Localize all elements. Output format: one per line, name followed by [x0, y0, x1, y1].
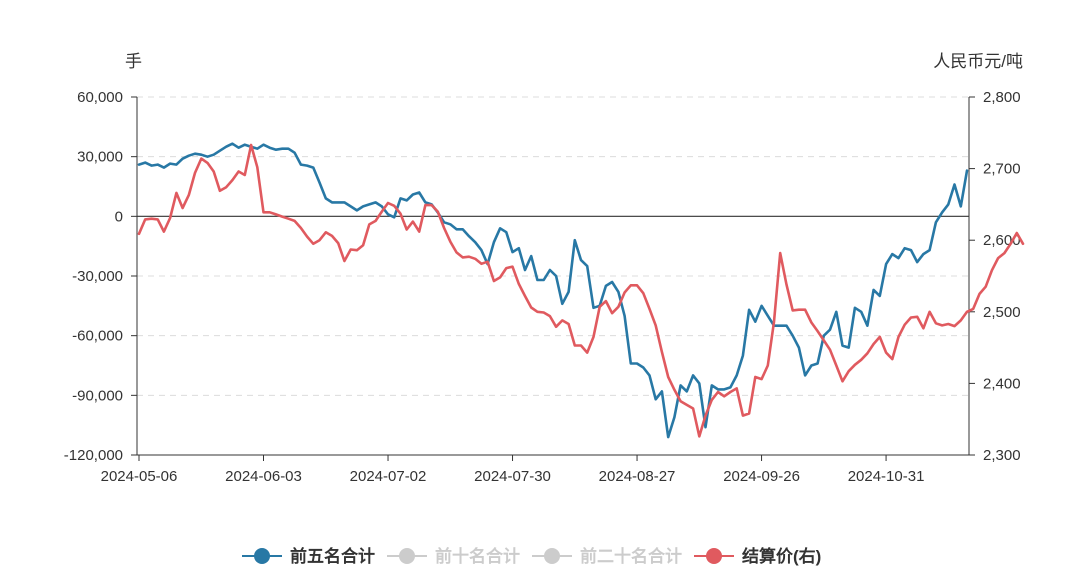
x-tick-label: 2024-08-27 [599, 468, 676, 485]
right-axis-unit: 人民币元/吨 [933, 52, 1023, 71]
legend-label: 前五名合计 [290, 546, 375, 566]
legend-label: 前十名合计 [435, 546, 520, 566]
legend-marker-icon [399, 548, 415, 564]
left-tick-label: -90,000 [72, 387, 123, 404]
grid [137, 96, 969, 456]
right-tick-label: 2,400 [983, 375, 1021, 392]
legend-marker-icon [706, 548, 722, 564]
legend-marker-icon [544, 548, 560, 564]
axes [131, 96, 975, 461]
right-tick-label: 2,800 [983, 89, 1021, 106]
series-line-settlement [137, 143, 1025, 438]
left-tick-label: -30,000 [72, 268, 123, 285]
legend-item[interactable]: 前二十名合计 [532, 546, 682, 566]
right-tick-label: 2,700 [983, 161, 1021, 178]
series-line-top5 [137, 142, 969, 439]
left-tick-label: 60,000 [77, 89, 123, 106]
left-tick-label: 0 [115, 208, 123, 225]
x-axis-labels: 2024-05-06 2024-06-03 2024-07-02 2024-07-30… [101, 468, 925, 485]
legend-label: 前二十名合计 [580, 546, 682, 566]
legend-item[interactable]: 前五名合计 [242, 546, 375, 566]
legend-label: 结算价(右) [742, 546, 821, 566]
x-tick-label: 2024-09-26 [723, 468, 800, 485]
legend-marker-icon [254, 548, 270, 564]
x-tick-label: 2024-07-02 [350, 468, 427, 485]
left-tick-label: 30,000 [77, 149, 123, 166]
x-tick-label: 2024-05-06 [101, 468, 178, 485]
right-tick-label: 2,300 [983, 447, 1021, 464]
x-tick-label: 2024-10-31 [848, 468, 925, 485]
legend-item[interactable]: 前十名合计 [387, 546, 520, 566]
left-tick-label: -60,000 [72, 328, 123, 345]
x-tick-label: 2024-06-03 [225, 468, 302, 485]
legend-item[interactable]: 结算价(右) [694, 546, 821, 566]
left-axis-unit: 手 [125, 52, 142, 71]
x-tick-label: 2024-07-30 [474, 468, 551, 485]
left-axis-labels: 60,000 30,000 0 -30,000 -60,000 -90,000 -120,0… [64, 89, 123, 464]
series-lines [137, 142, 1025, 439]
left-tick-label: -120,000 [64, 447, 123, 464]
legend[interactable]: 前五名合计 前十名合计 前二十名合计 结算价(右) [242, 546, 821, 566]
right-tick-label: 2,500 [983, 304, 1021, 321]
